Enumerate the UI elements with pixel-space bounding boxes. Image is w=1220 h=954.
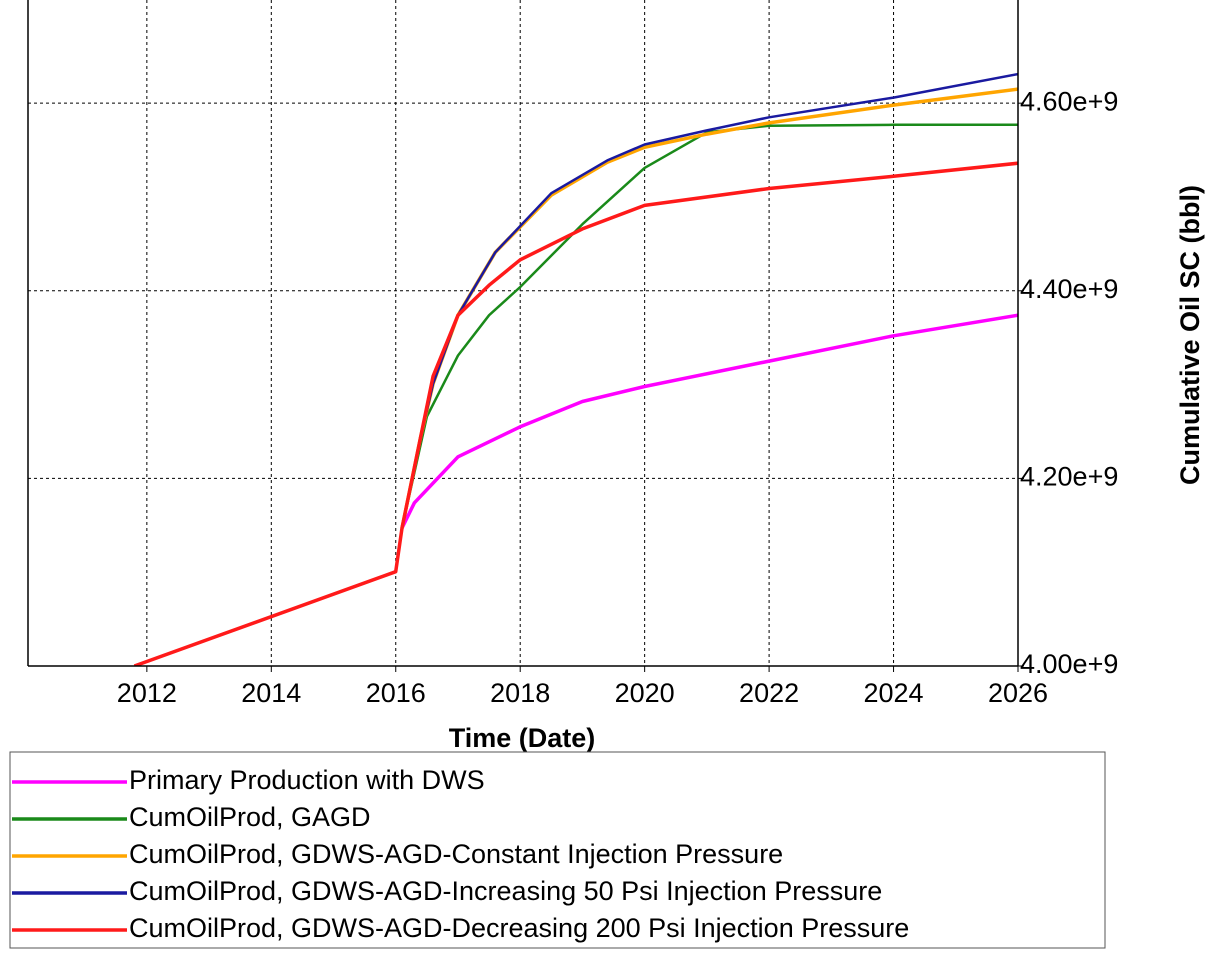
series-line xyxy=(400,87,1018,529)
y-axis-title: Cumulative Oil SC (bbl) xyxy=(1175,185,1205,485)
x-tick-label: 2024 xyxy=(864,678,924,708)
x-tick-label: 2018 xyxy=(490,678,550,708)
series-line xyxy=(400,72,1018,529)
y-tick-label: 4.40e+9 xyxy=(1020,274,1118,304)
legend-label: CumOilProd, GDWS-AGD-Increasing 50 Psi I… xyxy=(129,876,882,906)
y-tick-label: 4.60e+9 xyxy=(1020,86,1118,116)
x-axis-title: Time (Date) xyxy=(449,723,596,753)
x-tick-label: 2016 xyxy=(366,678,426,708)
legend-label: Primary Production with DWS xyxy=(129,765,485,795)
series-line xyxy=(400,123,1018,529)
legend-box xyxy=(9,751,1106,949)
x-tick-label: 2026 xyxy=(988,678,1048,708)
series-line xyxy=(400,313,1018,529)
legend-label: CumOilProd, GAGD xyxy=(129,802,371,832)
plot-lines xyxy=(133,72,1018,666)
series-line xyxy=(133,161,1018,666)
x-tick-label: 2020 xyxy=(615,678,675,708)
x-tick-label: 2012 xyxy=(117,678,177,708)
x-tick-label: 2014 xyxy=(241,678,301,708)
legend-label: CumOilProd, GDWS-AGD-Decreasing 200 Psi … xyxy=(129,913,909,943)
legend-label: CumOilProd, GDWS-AGD-Constant Injection … xyxy=(129,839,783,869)
y-tick-label: 4.00e+9 xyxy=(1020,649,1118,679)
y-tick-label: 4.20e+9 xyxy=(1020,462,1118,492)
grid xyxy=(28,0,1018,666)
x-tick-label: 2022 xyxy=(739,678,799,708)
legend: Primary Production with DWS CumOilProd, G… xyxy=(12,765,909,943)
